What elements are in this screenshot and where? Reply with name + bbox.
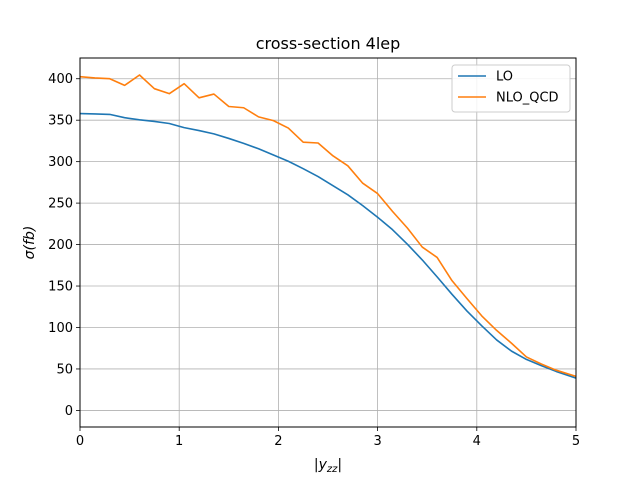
y-tick-label: 0 bbox=[65, 404, 73, 419]
y-tick-label: 150 bbox=[48, 280, 73, 295]
x-axis-title: |yzz| bbox=[314, 457, 342, 475]
y-tick-label: 200 bbox=[48, 238, 73, 253]
x-tick-label: 4 bbox=[473, 434, 481, 449]
plot-frame bbox=[79, 57, 577, 428]
series-lines bbox=[79, 74, 577, 379]
x-tick-label: 1 bbox=[175, 434, 183, 449]
x-tick-label: 3 bbox=[373, 434, 381, 449]
legend-label: LO bbox=[496, 70, 513, 85]
y-tick-label: 350 bbox=[48, 114, 73, 129]
legend-label: NLO_QCD bbox=[496, 91, 559, 106]
legend: LO NLO_QCD bbox=[451, 64, 571, 113]
y-tick-label: 400 bbox=[48, 72, 73, 87]
series-line-nlo-qcd bbox=[79, 74, 577, 378]
x-axis-title-text: |yzz| bbox=[314, 457, 342, 475]
y-axis-title: σ(fb) bbox=[22, 226, 38, 260]
y-tick-label: 300 bbox=[48, 155, 73, 170]
x-tick-label: 0 bbox=[76, 434, 84, 449]
x-tick-label: 5 bbox=[572, 434, 580, 449]
y-tick-label: 250 bbox=[48, 197, 73, 212]
series-line-lo bbox=[79, 112, 577, 379]
chart-title: cross-section 4lep bbox=[256, 34, 401, 53]
y-tick-label: 100 bbox=[48, 321, 73, 336]
x-tick-label: 2 bbox=[274, 434, 282, 449]
y-tick-label: 50 bbox=[56, 362, 73, 377]
grid-lines bbox=[79, 58, 577, 427]
